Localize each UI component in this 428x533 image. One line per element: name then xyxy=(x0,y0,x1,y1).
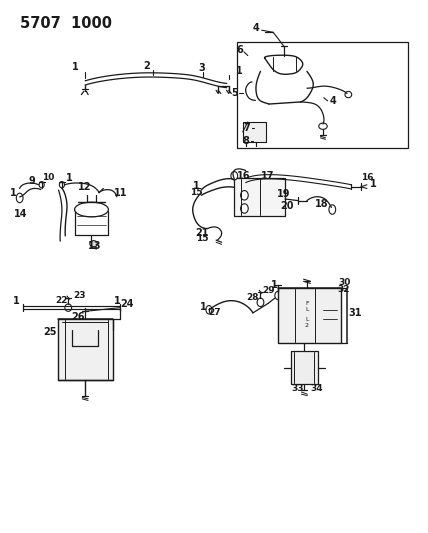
Text: 8: 8 xyxy=(242,136,249,146)
Text: 26: 26 xyxy=(71,312,85,321)
Text: 4: 4 xyxy=(330,96,336,106)
Bar xyxy=(278,288,341,343)
Text: 6: 6 xyxy=(236,45,243,55)
Text: 1: 1 xyxy=(72,62,79,72)
Ellipse shape xyxy=(65,304,71,311)
Ellipse shape xyxy=(90,241,98,247)
Text: 12: 12 xyxy=(78,182,92,192)
Text: 5707  1000: 5707 1000 xyxy=(20,16,112,31)
Text: 7: 7 xyxy=(244,123,250,133)
Text: 2: 2 xyxy=(143,61,150,71)
Ellipse shape xyxy=(319,123,327,130)
Text: 4: 4 xyxy=(253,23,260,33)
Text: 1: 1 xyxy=(66,173,73,183)
Text: 27: 27 xyxy=(208,309,221,318)
Ellipse shape xyxy=(39,182,44,188)
Text: 11: 11 xyxy=(114,188,128,198)
Ellipse shape xyxy=(241,204,248,213)
Text: 1: 1 xyxy=(10,188,17,198)
Bar xyxy=(58,319,113,380)
Ellipse shape xyxy=(275,292,282,300)
Text: 1: 1 xyxy=(236,66,243,76)
Text: 9: 9 xyxy=(28,175,35,185)
Ellipse shape xyxy=(257,298,264,306)
Text: 1: 1 xyxy=(200,302,207,312)
Bar xyxy=(243,122,266,142)
Text: 24: 24 xyxy=(121,300,134,310)
Text: L: L xyxy=(305,317,309,322)
Text: 31: 31 xyxy=(349,308,362,318)
Text: 19: 19 xyxy=(277,189,291,199)
Text: F: F xyxy=(305,301,309,306)
Ellipse shape xyxy=(345,91,352,98)
Text: 1: 1 xyxy=(370,179,377,189)
Ellipse shape xyxy=(206,305,212,314)
Text: 34: 34 xyxy=(310,384,323,393)
Text: 2: 2 xyxy=(305,323,309,328)
Text: 13: 13 xyxy=(88,241,101,252)
Text: 15: 15 xyxy=(196,233,208,243)
Text: 1: 1 xyxy=(13,296,20,306)
Ellipse shape xyxy=(16,193,23,203)
Text: 1: 1 xyxy=(193,181,199,191)
Bar xyxy=(234,179,285,216)
Text: 1: 1 xyxy=(113,296,120,306)
Text: 22: 22 xyxy=(56,296,68,305)
Text: 28: 28 xyxy=(247,293,259,302)
Text: 17: 17 xyxy=(262,171,275,181)
Text: 16: 16 xyxy=(237,171,250,181)
Text: 10: 10 xyxy=(42,173,55,182)
Text: 20: 20 xyxy=(280,201,294,212)
Ellipse shape xyxy=(329,205,336,214)
Text: 33: 33 xyxy=(291,384,304,393)
Text: 3: 3 xyxy=(198,63,205,73)
Bar xyxy=(291,351,318,384)
Text: 21: 21 xyxy=(196,228,209,238)
Ellipse shape xyxy=(241,191,248,200)
Text: L: L xyxy=(305,307,309,312)
Text: 14: 14 xyxy=(14,209,27,219)
Text: 25: 25 xyxy=(43,327,57,337)
Ellipse shape xyxy=(231,172,238,180)
Text: 32: 32 xyxy=(338,285,351,294)
Bar xyxy=(237,42,408,148)
Text: 18: 18 xyxy=(315,199,329,209)
Text: 29: 29 xyxy=(263,286,275,295)
Text: 1: 1 xyxy=(270,280,277,290)
Text: 5: 5 xyxy=(231,88,238,99)
Text: 15: 15 xyxy=(190,188,202,197)
Text: 16: 16 xyxy=(361,173,373,182)
Ellipse shape xyxy=(59,182,65,188)
Text: 30: 30 xyxy=(338,278,350,287)
Text: 23: 23 xyxy=(74,291,86,300)
